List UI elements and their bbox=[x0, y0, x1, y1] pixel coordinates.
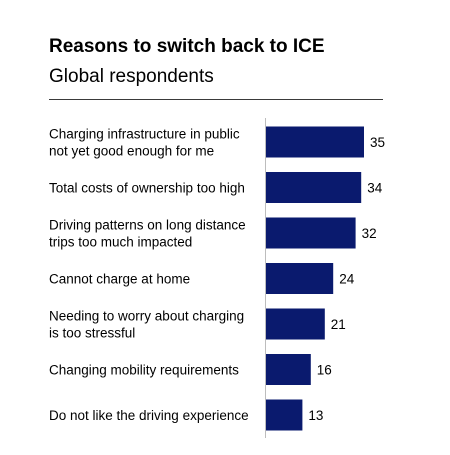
value-label-3: 24 bbox=[339, 272, 355, 287]
bar-5 bbox=[266, 354, 311, 385]
value-label-2: 32 bbox=[362, 226, 377, 241]
category-label-6: Do not like the driving experience bbox=[49, 408, 249, 423]
bars-group bbox=[266, 126, 364, 431]
category-label-5: Changing mobility requirements bbox=[49, 363, 239, 378]
chart-subtitle: Global respondents bbox=[49, 66, 214, 87]
bar-4 bbox=[266, 308, 325, 340]
bar-6 bbox=[266, 399, 303, 431]
header-divider bbox=[49, 99, 383, 100]
category-label-2-line-0: Driving patterns on long distance bbox=[49, 218, 246, 233]
value-label-1: 34 bbox=[367, 181, 383, 196]
category-label-0-line-0: Charging infrastructure in public bbox=[49, 127, 240, 142]
category-label-4-line-0: Needing to worry about charging bbox=[49, 309, 244, 324]
category-label-3: Cannot charge at home bbox=[49, 272, 190, 287]
bar-0 bbox=[266, 126, 364, 158]
category-label-4-line-1: is too stressful bbox=[49, 326, 135, 341]
bar-2 bbox=[266, 217, 356, 249]
chart-title: Reasons to switch back to ICE bbox=[49, 36, 325, 57]
bar-3 bbox=[266, 263, 334, 294]
bar-1 bbox=[266, 172, 362, 203]
value-label-4: 21 bbox=[331, 317, 346, 332]
category-label-0-line-1: not yet good enough for me bbox=[49, 144, 214, 159]
category-labels: Charging infrastructure in public not yet… bbox=[49, 127, 249, 424]
category-label-2-line-1: trips too much impacted bbox=[49, 235, 192, 250]
category-label-1: Total costs of ownership too high bbox=[49, 181, 245, 196]
value-label-0: 35 bbox=[370, 135, 385, 150]
value-label-6: 13 bbox=[308, 408, 323, 423]
value-label-5: 16 bbox=[317, 363, 332, 378]
value-labels: 35 34 32 24 21 16 13 bbox=[308, 135, 385, 423]
